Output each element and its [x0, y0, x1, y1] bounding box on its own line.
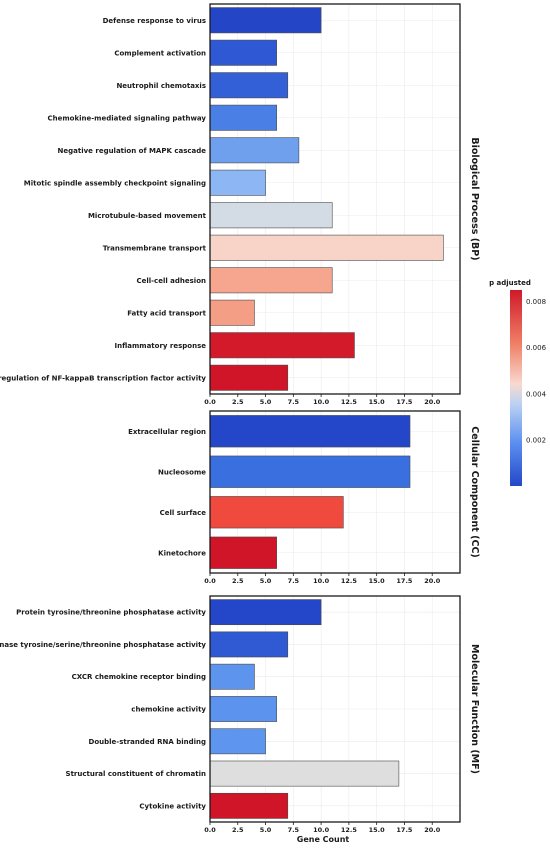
bar	[209, 7, 322, 34]
x-tick-label: 7.5	[288, 826, 300, 834]
bar	[209, 663, 255, 690]
bar	[209, 792, 289, 819]
facet-strip-label: Molecular Function (MF)	[469, 644, 480, 774]
x-tick-label: 7.5	[288, 577, 300, 585]
panel-1: Defense response to virus Complement acti…	[0, 3, 480, 406]
x-tick-label: 15.0	[369, 577, 386, 585]
x-tick-label: 12.5	[341, 398, 358, 406]
category-label: Neutrophil chemotaxis	[116, 82, 206, 90]
x-tick-label: 15.0	[369, 398, 386, 406]
panel-border	[209, 410, 461, 574]
x-tick-label: 2.5	[232, 398, 244, 406]
category-label: Microtubule-based movement	[88, 212, 207, 220]
x-tick-label: 5.0	[260, 577, 272, 585]
category-label: chemokine activity	[131, 706, 206, 714]
category-label: Mitotic spindle assembly checkpoint sign…	[24, 179, 206, 187]
bar	[209, 234, 444, 261]
legend-ticks: 0.002 0.004 0.006 0.008	[522, 298, 547, 444]
bar	[209, 599, 322, 626]
panel-border	[209, 3, 461, 395]
bar	[209, 202, 333, 229]
x-tick-label: 0.0	[204, 398, 216, 406]
category-label: Complement activation	[114, 49, 206, 57]
x-tick-label: 10.0	[313, 398, 330, 406]
category-label: Double-stranded RNA binding	[89, 738, 206, 746]
category-label: Nucleosome	[158, 468, 206, 476]
x-tick-label: 0.0	[204, 826, 216, 834]
bar	[209, 415, 411, 448]
category-label: CXCR chemokine receptor binding	[72, 673, 206, 681]
legend-tick-label: 0.004	[526, 390, 547, 398]
category-label: Inflammatory response	[114, 342, 206, 350]
bar	[209, 332, 355, 359]
bar	[209, 728, 266, 755]
category-label: Chemokine-mediated signaling pathway	[48, 114, 207, 122]
category-label: Transmembrane transport	[103, 244, 207, 252]
legend-colorbar	[510, 290, 522, 486]
x-tick-label: 7.5	[288, 398, 300, 406]
facet-strip-label: Biological Process (BP)	[469, 137, 480, 260]
bar	[209, 696, 277, 722]
x-tick-label: 10.0	[313, 826, 330, 834]
x-tick-label: 20.0	[424, 826, 441, 834]
panel-border	[209, 595, 461, 823]
x-tick-label: 0.0	[204, 577, 216, 585]
bar	[209, 72, 289, 99]
bar	[209, 137, 300, 164]
x-tick-label: 20.0	[424, 398, 441, 406]
bar	[209, 760, 400, 787]
x-tick-label: 12.5	[341, 577, 358, 585]
bar	[209, 169, 266, 196]
category-label: Defense response to virus	[103, 17, 206, 25]
category-label: Extracellular region	[128, 428, 206, 436]
category-label: Protein tyrosine/threonine phosphatase a…	[16, 609, 206, 617]
bar	[209, 364, 289, 391]
x-tick-label: 10.0	[313, 577, 330, 585]
legend-tick-label: 0.006	[526, 344, 547, 352]
category-label: Cell surface	[160, 509, 207, 517]
category-label: MAP kinase tyrosine/serine/threonine pho…	[0, 641, 206, 649]
x-tick-label: 17.5	[396, 398, 413, 406]
category-label: Fatty acid transport	[127, 309, 206, 317]
x-tick-label: 17.5	[396, 577, 413, 585]
legend-tick-label: 0.002	[526, 436, 546, 444]
panel-2: Extracellular region Nucleosome Cell surfa…	[128, 410, 480, 585]
category-label: Cell-cell adhesion	[136, 277, 206, 285]
bar	[209, 455, 411, 488]
x-axis-label: Gene Count	[297, 835, 350, 844]
panel-3: Protein tyrosine/threonine phosphatase a…	[0, 595, 480, 834]
facet-strip-label: Cellular Component (CC)	[469, 426, 480, 558]
x-tick-label: 5.0	[260, 826, 272, 834]
bar	[209, 631, 289, 658]
category-label: Structural constituent of chromatin	[66, 770, 206, 778]
category-label: Negative regulation of MAPK cascade	[58, 147, 207, 155]
bar	[209, 104, 277, 131]
legend-tick-label: 0.008	[526, 298, 546, 306]
category-label: Cytokine activity	[139, 802, 206, 810]
x-tick-label: 12.5	[341, 826, 358, 834]
category-label: Kinetochore	[158, 549, 206, 557]
x-tick-label: 2.5	[232, 826, 244, 834]
x-tick-label: 15.0	[369, 826, 386, 834]
x-tick-label: 5.0	[260, 398, 272, 406]
bar	[209, 299, 255, 326]
x-tick-label: 17.5	[396, 826, 413, 834]
x-tick-label: 2.5	[232, 577, 244, 585]
legend-title: p adjusted	[489, 279, 531, 287]
bar	[209, 496, 344, 529]
category-label: Positive regulation of NF-kappaB transcr…	[0, 374, 206, 382]
bar	[209, 536, 277, 569]
x-tick-label: 20.0	[424, 577, 441, 585]
bar	[209, 267, 333, 294]
panels: Defense response to virus Complement acti…	[0, 3, 480, 834]
bar	[209, 39, 277, 66]
color-legend: p adjusted 0.002 0.004 0.006 0.008	[489, 279, 547, 486]
